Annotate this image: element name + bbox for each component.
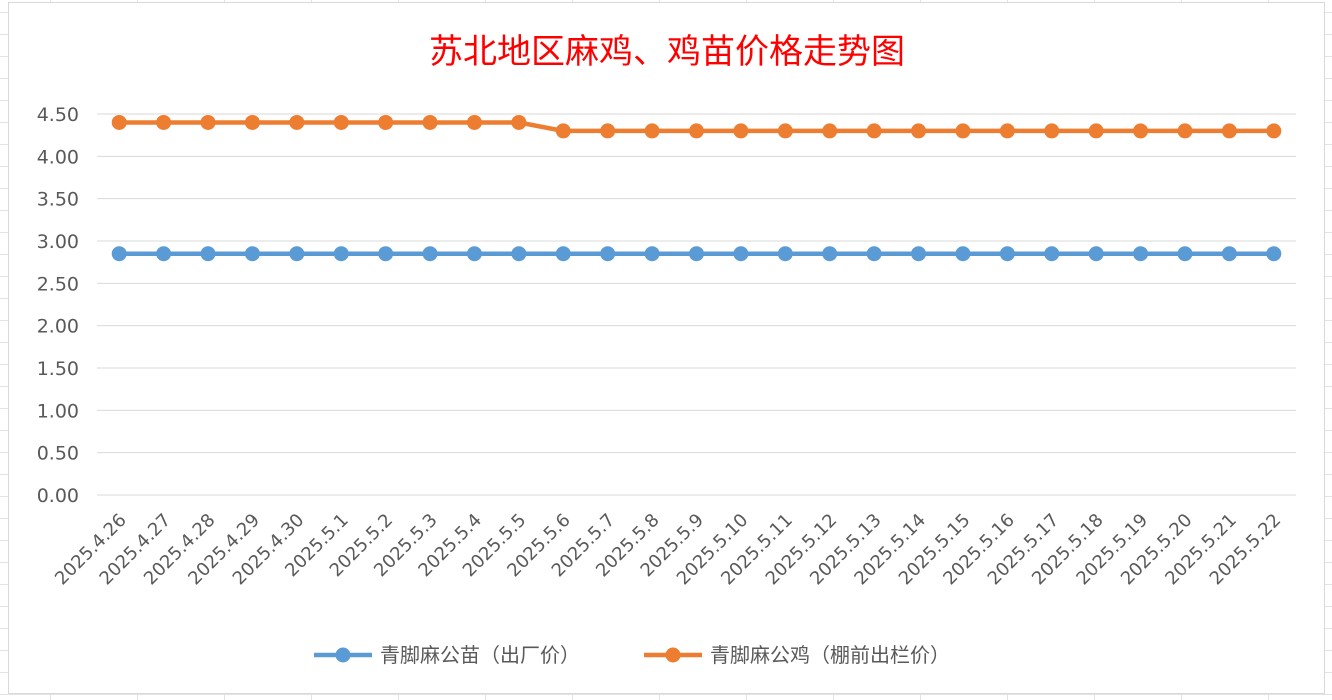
data-point [777,246,793,262]
data-point [156,114,172,130]
series-2 [111,114,1282,139]
data-point [866,123,882,139]
x-axis-labels: 2025.4.262025.4.272025.4.282025.4.292025… [51,510,1285,590]
data-point [378,114,394,130]
data-point [1177,246,1193,262]
legend: 青脚麻公苗（出厂价） 青脚麻公鸡（棚前出栏价） [314,643,950,667]
data-point [333,114,349,130]
data-point [689,246,704,262]
data-point [644,246,660,262]
data-point [511,246,527,262]
y-tick-label: 2.50 [37,273,79,295]
data-point [689,123,704,139]
y-tick-label: 0.50 [37,443,79,465]
data-point [733,246,749,262]
gridlines [97,113,1296,496]
series-lines [111,114,1282,262]
data-point [422,246,438,262]
data-point [1044,123,1060,139]
data-point [111,246,127,262]
data-point [777,123,793,139]
data-point [1088,246,1104,262]
data-point [289,246,305,262]
data-point [511,114,527,130]
y-tick-label: 2.00 [37,316,79,338]
y-tick-label: 0.00 [37,485,79,507]
data-point [333,246,349,262]
legend-label: 青脚麻公鸡（棚前出栏价） [710,643,950,667]
chart-area[interactable]: 苏北地区麻鸡、鸡苗价格走势图 0.00 0.50 1.00 1.50 2.00 2.50 3… [8,2,1325,694]
legend-swatch-marker [665,647,681,663]
data-point [555,123,571,139]
data-point [733,123,749,139]
series-1 [111,246,1282,262]
data-point [555,246,571,262]
data-point [955,123,971,139]
y-tick-label: 4.50 [37,104,79,126]
data-point [156,246,172,262]
data-point [466,114,482,130]
y-tick-label: 1.50 [37,358,79,380]
data-point [866,246,882,262]
y-tick-label: 3.00 [37,231,79,253]
y-tick-label: 1.00 [37,400,79,422]
data-point [466,246,482,262]
data-point [999,246,1015,262]
data-point [1266,123,1282,139]
data-point [244,114,260,130]
data-point [244,246,260,262]
y-axis-labels: 0.00 0.50 1.00 1.50 2.00 2.50 3.00 3.50 4.00 4.50 [37,104,79,507]
data-point [422,114,438,130]
data-point [999,123,1015,139]
data-point [1088,123,1104,139]
data-point [289,114,305,130]
legend-item: 青脚麻公鸡（棚前出栏价） [644,643,950,667]
data-point [1177,123,1193,139]
legend-label: 青脚麻公苗（出厂价） [380,643,580,667]
data-point [1221,246,1237,262]
data-point [822,123,838,139]
data-point [600,246,616,262]
y-tick-label: 3.50 [37,189,79,211]
line-chart: 苏北地区麻鸡、鸡苗价格走势图 0.00 0.50 1.00 1.50 2.00 2.50 3… [37,32,1296,667]
data-point [822,246,838,262]
data-point [200,246,216,262]
data-point [111,114,127,130]
legend-item: 青脚麻公苗（出厂价） [314,643,580,667]
data-point [644,123,660,139]
data-point [911,246,927,262]
y-tick-label: 4.00 [37,146,79,168]
data-point [1221,123,1237,139]
chart-title: 苏北地区麻鸡、鸡苗价格走势图 [429,32,905,72]
data-point [955,246,971,262]
data-point [378,246,394,262]
data-point [1044,246,1060,262]
data-point [200,114,216,130]
data-point [600,123,616,139]
data-point [911,123,927,139]
legend-swatch-marker [335,647,351,663]
data-point [1133,123,1149,139]
data-point [1133,246,1149,262]
data-point [1266,246,1282,262]
